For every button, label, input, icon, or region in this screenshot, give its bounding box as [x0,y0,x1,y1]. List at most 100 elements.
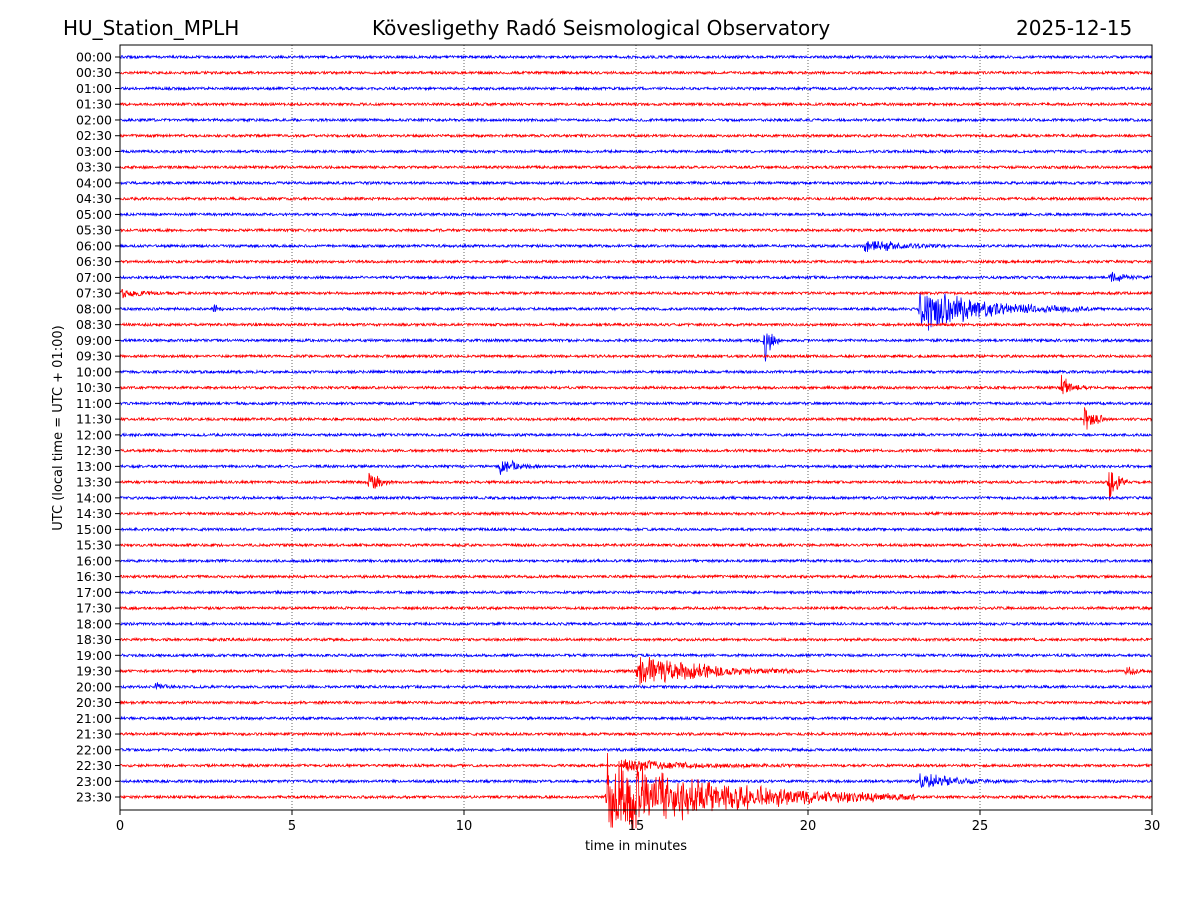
trace-0800 [119,293,1153,331]
y-tick-label: 17:30 [76,601,112,616]
trace-1700 [119,589,1153,596]
trace-0600 [119,240,1152,253]
trace-0300 [119,148,1153,155]
trace-2030 [119,699,1153,706]
y-tick-label: 19:30 [76,664,112,679]
trace-1730 [119,605,1153,611]
trace-1400 [119,495,1153,501]
trace-1000 [119,369,1153,375]
trace-0200 [119,117,1153,123]
y-tick-label: 09:00 [76,333,112,348]
trace-2330 [119,752,1153,829]
x-tick-label: 15 [628,819,645,834]
y-tick-label: 16:30 [76,569,112,584]
trace-0130 [119,101,1153,108]
y-tick-label: 03:00 [76,144,112,159]
y-tick-label: 23:00 [76,774,112,789]
trace-0630 [120,258,1153,265]
y-tick-label: 06:00 [76,238,112,253]
trace-2300 [119,773,1153,788]
trace-0400 [119,180,1153,186]
trace-0430 [119,195,1153,202]
trace-0330 [119,164,1153,171]
y-tick-label: 03:30 [76,160,112,175]
trace-1900 [119,652,1153,659]
y-axis-label: UTC (local time = UTC + 01:00) [51,325,66,530]
y-tick-label: 05:30 [76,223,112,238]
trace-1800 [119,620,1153,627]
x-tick-label: 10 [456,819,473,834]
y-tick-label: 00:30 [76,65,112,80]
trace-2100 [119,715,1153,722]
x-tick-label: 30 [1144,819,1161,834]
y-tick-label: 15:00 [76,522,112,537]
trace-1230 [119,447,1153,454]
trace-0530 [119,227,1153,233]
y-tick-label: 07:30 [76,286,112,301]
trace-1130 [119,407,1153,430]
y-tick-label: 13:00 [76,459,112,474]
trace-0500 [119,211,1153,218]
chart-title: Kövesligethy Radó Seismological Observat… [372,16,831,40]
y-tick-label: 22:30 [76,758,112,773]
trace-1500 [119,526,1153,533]
y-tick-label: 09:30 [76,349,112,364]
y-tick-label: 17:00 [76,585,112,600]
station-label: HU_Station_MPLH [63,16,240,40]
trace-0900 [119,333,1153,362]
trace-0730 [119,289,1153,299]
trace-0230 [119,132,1153,139]
y-tick-label: 23:30 [76,790,112,805]
y-tick-label: 11:30 [76,412,112,427]
x-axis-label: time in minutes [585,839,687,854]
x-tick-label: 0 [116,819,124,834]
y-tick-label: 13:30 [76,475,112,490]
trace-2130 [119,731,1152,737]
x-tick-label: 25 [972,819,989,834]
trace-0930 [119,353,1153,359]
trace-1030 [119,374,1153,395]
y-tick-label: 08:00 [76,301,112,316]
trace-0700 [119,271,1153,282]
y-tick-label: 21:30 [76,727,112,742]
y-tick-label: 18:30 [76,632,112,647]
trace-1330 [119,472,1153,501]
trace-1300 [119,459,1153,475]
trace-1830 [119,636,1153,643]
y-tick-label: 22:00 [76,742,112,757]
trace-0830 [119,321,1153,328]
y-tick-label: 20:30 [76,695,112,710]
y-tick-label: 10:00 [76,364,112,379]
trace-1530 [119,542,1153,548]
trace-1630 [119,573,1153,580]
y-tick-label: 07:00 [76,270,112,285]
trace-0030 [119,69,1153,76]
y-tick-label: 11:00 [76,396,112,411]
y-tick-label: 08:30 [76,317,112,332]
y-tick-label: 12:30 [76,443,112,458]
trace-2000 [119,682,1153,691]
y-tick-label: 14:30 [76,506,112,521]
date-label: 2025-12-15 [1016,16,1133,40]
y-tick-label: 21:00 [76,711,112,726]
y-tick-label: 00:00 [76,50,112,65]
trace-1600 [119,557,1153,564]
y-tick-label: 02:30 [76,128,112,143]
trace-0100 [119,85,1153,92]
y-tick-label: 12:00 [76,427,112,442]
trace-2230 [119,759,1153,772]
trace-1430 [119,510,1153,517]
y-tick-label: 15:30 [76,538,112,553]
y-tick-label: 04:30 [76,191,112,206]
x-tick-label: 20 [800,819,817,834]
y-tick-label: 01:00 [76,81,112,96]
x-tick-label: 5 [288,819,296,834]
y-tick-label: 20:00 [76,679,112,694]
y-tick-label: 18:00 [76,616,112,631]
y-tick-label: 10:30 [76,380,112,395]
trace-1930 [119,656,1153,685]
y-tick-label: 05:00 [76,207,112,222]
y-tick-label: 01:30 [76,97,112,112]
